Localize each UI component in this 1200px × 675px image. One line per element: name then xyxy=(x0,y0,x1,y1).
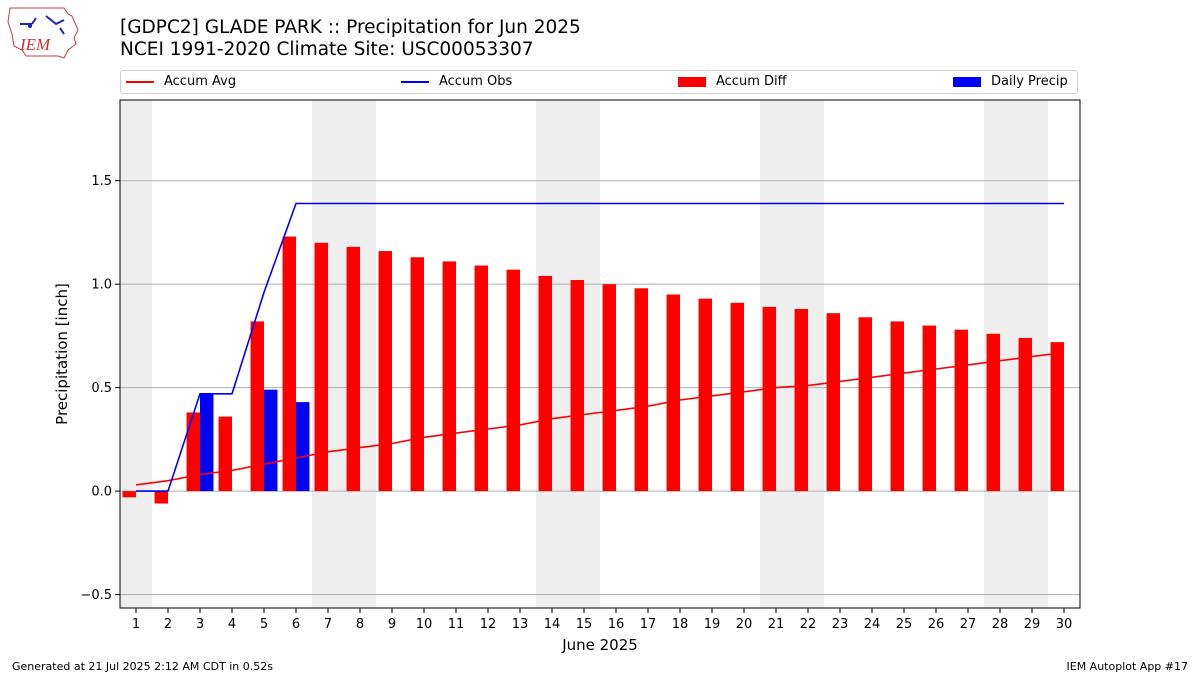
accum-diff-bar xyxy=(890,321,904,492)
x-tick-label: 26 xyxy=(928,617,945,632)
legend-swatch xyxy=(126,80,154,83)
accum-diff-bar xyxy=(698,298,712,492)
x-tick-label: 4 xyxy=(228,617,236,632)
accum-diff-bar xyxy=(634,288,648,492)
legend-label: Accum Obs xyxy=(439,74,513,89)
weekend-shade xyxy=(120,100,152,608)
plot-frame xyxy=(119,99,1081,609)
x-tick-label: 27 xyxy=(960,617,977,632)
x-tick-label: 8 xyxy=(356,617,364,632)
legend: Accum Avg Accum Obs Accum Diff Daily Pre… xyxy=(120,70,1078,94)
x-tick-label: 20 xyxy=(736,617,753,632)
x-tick-label: 22 xyxy=(800,617,817,632)
legend-label: Accum Avg xyxy=(164,74,237,89)
x-tick-label: 17 xyxy=(640,617,657,632)
legend-item-accum-obs: Accum Obs xyxy=(401,74,512,89)
x-tick-label: 24 xyxy=(864,617,881,632)
x-tick-label: 5 xyxy=(260,617,268,632)
accum-diff-bar xyxy=(282,236,296,492)
x-tick-label: 13 xyxy=(512,617,529,632)
x-tick-label: 30 xyxy=(1056,617,1073,632)
legend-label: Accum Diff xyxy=(716,74,787,89)
legend-item-accum-diff: Accum Diff xyxy=(678,74,787,89)
accum-diff-bar xyxy=(826,313,840,492)
x-tick-label: 19 xyxy=(704,617,721,632)
daily-precip-bar xyxy=(296,402,310,492)
x-tick-label: 25 xyxy=(896,617,913,632)
x-tick-label: 7 xyxy=(324,617,332,632)
x-tick-label: 28 xyxy=(992,617,1009,632)
legend-swatch xyxy=(678,76,706,87)
x-tick-label: 21 xyxy=(768,617,785,632)
accum-diff-bar xyxy=(794,308,808,492)
accum-diff-bar xyxy=(986,333,1000,492)
accum-diff-bar xyxy=(954,329,968,492)
accum-diff-bar xyxy=(1050,342,1064,492)
accum-avg-line xyxy=(135,351,1065,486)
x-tick-label: 6 xyxy=(292,617,300,632)
x-tick-label: 11 xyxy=(448,617,465,632)
accum-diff-bar xyxy=(314,242,328,492)
x-tick-label: 10 xyxy=(416,617,433,632)
accum-diff-bar xyxy=(474,265,488,492)
x-tick-label: 1 xyxy=(132,617,140,632)
accum-diff-bar xyxy=(538,275,552,492)
chart-subtitle: NCEI 1991-2020 Climate Site: USC00053307 xyxy=(120,39,534,60)
accum-diff-bar xyxy=(922,325,936,492)
x-tick-label: 23 xyxy=(832,617,849,632)
x-tick-label: 16 xyxy=(608,617,625,632)
x-tick-label: 12 xyxy=(480,617,497,632)
x-tick-label: 2 xyxy=(164,617,172,632)
daily-precip-bar xyxy=(200,393,214,492)
accum-diff-bar xyxy=(602,284,616,492)
accum-diff-bar xyxy=(570,280,584,492)
y-tick-label: 0.5 xyxy=(91,381,112,396)
x-tick-label: 14 xyxy=(544,617,561,632)
accum-diff-bar xyxy=(858,317,872,492)
iem-logo: IEM xyxy=(7,7,79,59)
x-axis-label: June 2025 xyxy=(561,636,638,654)
accum-diff-bar xyxy=(122,491,136,498)
legend-swatch xyxy=(953,76,981,87)
legend-label: Daily Precip xyxy=(991,74,1068,89)
accum-diff-bar xyxy=(666,294,680,492)
accum-diff-bar xyxy=(506,269,520,492)
svg-text:IEM: IEM xyxy=(19,35,51,54)
accum-diff-bar xyxy=(154,491,168,504)
chart-title: [GDPC2] GLADE PARK :: Precipitation for … xyxy=(120,17,581,38)
accum-diff-bar xyxy=(186,412,200,492)
x-tick-label: 9 xyxy=(388,617,396,632)
accum-diff-bar xyxy=(730,302,744,492)
accum-diff-bar xyxy=(346,246,360,492)
accum-diff-bar xyxy=(762,306,776,492)
x-tick-label: 29 xyxy=(1024,617,1041,632)
y-axis-label: Precipitation [inch] xyxy=(53,283,71,425)
y-tick-label: −0.5 xyxy=(80,588,112,603)
accum-obs-line xyxy=(136,202,1064,492)
accum-diff-bar xyxy=(378,251,392,492)
accum-diff-bar xyxy=(250,321,264,492)
legend-item-daily-precip: Daily Precip xyxy=(953,74,1068,89)
legend-swatch xyxy=(401,80,429,83)
app-credit: IEM Autoplot App #17 xyxy=(1066,660,1189,673)
daily-precip-bar xyxy=(264,389,278,492)
x-tick-label: 18 xyxy=(672,617,689,632)
accum-diff-bar xyxy=(442,261,456,492)
accum-diff-bar xyxy=(410,257,424,492)
x-tick-label: 15 xyxy=(576,617,593,632)
y-tick-label: 1.5 xyxy=(91,174,112,189)
legend-item-accum-avg: Accum Avg xyxy=(126,74,236,89)
x-tick-label: 3 xyxy=(196,617,204,632)
accum-diff-bar xyxy=(1018,337,1032,492)
y-tick-label: 1.0 xyxy=(91,278,112,293)
y-tick-label: 0.0 xyxy=(91,485,112,500)
accum-diff-bar xyxy=(218,416,232,492)
generated-timestamp: Generated at 21 Jul 2025 2:12 AM CDT in … xyxy=(12,660,273,673)
